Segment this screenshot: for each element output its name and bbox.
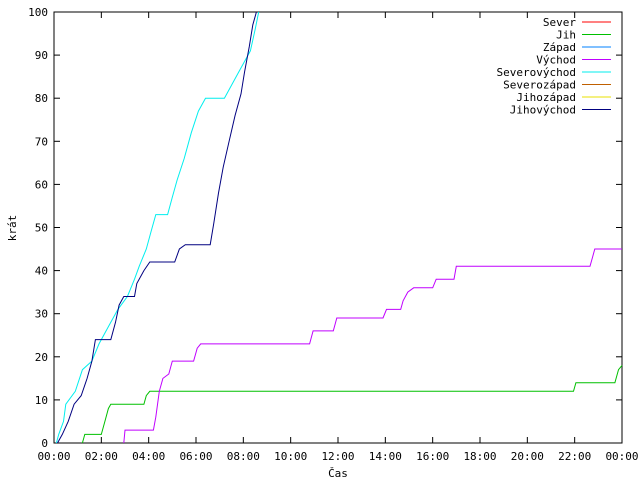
- legend-label: Severozápad: [503, 79, 576, 92]
- y-tick-label: 70: [35, 135, 48, 148]
- y-tick-label: 60: [35, 178, 48, 191]
- x-tick-label: 20:00: [511, 450, 544, 463]
- x-axis-label: Čas: [328, 467, 348, 480]
- y-tick-label: 40: [35, 265, 48, 278]
- x-tick-label: 14:00: [369, 450, 402, 463]
- legend-label: Jihozápad: [516, 91, 576, 104]
- x-tick-label: 18:00: [463, 450, 496, 463]
- axis-ticks: 0 10 20 30 40 50 60 70 80 90 100 00:00 02:00 04:00 06:…: [28, 6, 638, 463]
- y-tick-label: 80: [35, 92, 48, 105]
- x-tick-label: 22:00: [558, 450, 591, 463]
- legend-label: Západ: [543, 41, 576, 54]
- x-tick-label: 12:00: [321, 450, 354, 463]
- x-tick-label: 02:00: [85, 450, 118, 463]
- x-tick-label: 08:00: [227, 450, 260, 463]
- y-tick-label: 90: [35, 49, 48, 62]
- x-tick-label: 06:00: [179, 450, 212, 463]
- y-tick-label: 30: [35, 308, 48, 321]
- y-tick-label: 100: [28, 6, 48, 19]
- x-tick-label: 10:00: [274, 450, 307, 463]
- x-tick-label: 04:00: [132, 450, 165, 463]
- series-line-2: [81, 365, 623, 444]
- y-tick-label: 50: [35, 222, 48, 235]
- x-tick-label: 00:00: [37, 450, 70, 463]
- series-group: [55, 11, 623, 444]
- y-axis-label: krát: [6, 215, 19, 242]
- x-tick-label: 16:00: [416, 450, 449, 463]
- legend: SeverJihZápadVýchodSeverovýchodSeverozáp…: [497, 16, 611, 117]
- legend-label: Sever: [543, 16, 576, 29]
- legend-label: Východ: [536, 54, 576, 67]
- series-line-8: [57, 11, 257, 444]
- y-tick-label: 10: [35, 394, 48, 407]
- y-tick-label: 20: [35, 351, 48, 364]
- series-line-4: [123, 248, 622, 444]
- legend-label: Severovýchod: [497, 66, 576, 79]
- legend-label: Jih: [556, 29, 576, 42]
- series-line-5: [55, 11, 260, 444]
- y-tick-label: 0: [41, 437, 48, 450]
- x-tick-label: 00:00: [605, 450, 638, 463]
- legend-label: Jihovýchod: [510, 104, 576, 117]
